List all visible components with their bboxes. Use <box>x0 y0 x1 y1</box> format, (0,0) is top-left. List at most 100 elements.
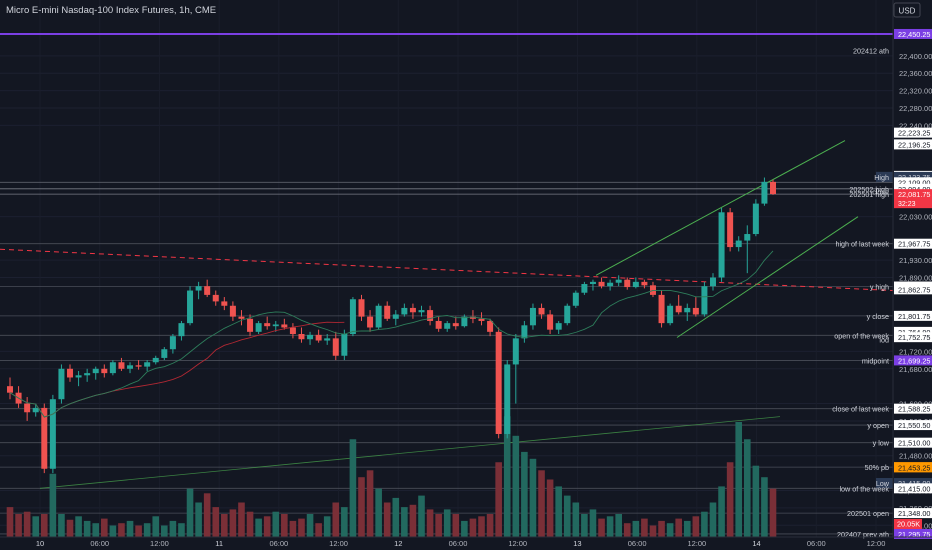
x-tick-label: 12:00 <box>867 539 886 548</box>
volume-bar <box>632 520 640 537</box>
volume-bar <box>289 520 297 537</box>
candle-body <box>684 307 691 313</box>
volume-bar <box>641 518 648 537</box>
x-tick-label: 10 <box>36 539 44 548</box>
moving-averages <box>9 250 774 418</box>
candle-body <box>75 375 82 378</box>
level-label: lod <box>879 336 889 345</box>
candle-body <box>264 323 271 327</box>
candle-body <box>667 305 674 324</box>
volume-bar <box>469 518 477 537</box>
candle-body <box>118 362 125 369</box>
candle-body <box>487 320 494 332</box>
level-label: 50% pb <box>865 463 889 472</box>
candle-body <box>701 286 708 315</box>
y-tick-label: 21,720.00 <box>899 347 932 356</box>
volume-bar <box>152 516 160 537</box>
candle-body <box>469 316 476 319</box>
x-tick-label: 11 <box>215 539 223 548</box>
volume-bar <box>66 519 74 537</box>
volume-bar <box>118 523 125 537</box>
volume-bar <box>349 439 357 537</box>
price-tag <box>894 508 932 519</box>
price-tag <box>894 183 932 194</box>
volume-bar <box>358 477 365 537</box>
price-tag <box>894 478 932 489</box>
candle-body <box>324 338 331 341</box>
candle-body <box>418 310 425 313</box>
volume-bar <box>486 514 494 537</box>
candle-body <box>555 323 562 330</box>
y-tick-label: 21,480.00 <box>899 452 932 461</box>
candle-body <box>332 338 339 356</box>
ma-green <box>9 250 774 418</box>
volume-bar <box>512 435 520 537</box>
x-tick-label: 06:00 <box>628 539 647 548</box>
level-label: 202501 high <box>849 190 889 199</box>
currency-button[interactable]: USD <box>893 2 921 18</box>
level-label: High <box>874 173 889 182</box>
volume-bar <box>49 473 57 537</box>
price-axis[interactable]: 22,400.00 22,360.00 22,320.00 22,280.00 22,2… <box>892 0 932 550</box>
price-tag-label: 21,752.75 <box>898 333 930 342</box>
volume-bar <box>246 511 254 537</box>
level-label: Low <box>876 479 890 488</box>
candle-body <box>127 365 134 369</box>
volume-bar <box>315 523 322 537</box>
candle-body <box>752 203 759 235</box>
candle-body <box>512 338 519 365</box>
volume-bar <box>186 488 194 537</box>
x-tick-label: 12 <box>394 539 402 548</box>
volume-bar <box>32 516 40 537</box>
volume-bar <box>75 516 82 537</box>
volume-bar <box>135 525 142 537</box>
channel-upper <box>595 140 846 276</box>
x-tick-label: 13 <box>573 539 581 548</box>
x-tick-label: 12:00 <box>150 539 169 548</box>
candle-body <box>49 399 56 469</box>
candle-body <box>247 318 254 332</box>
candle-body <box>607 282 614 287</box>
candle-body <box>272 324 279 327</box>
time-axis[interactable]: 10 06:00 12:00 11 06:00 12:00 12 06:00 12:00 13 06… <box>0 536 932 548</box>
candle-body <box>152 357 159 363</box>
candle-body <box>238 316 245 319</box>
volume-tag <box>894 519 922 529</box>
price-tag <box>894 420 932 431</box>
level-label: open of the week <box>834 331 889 340</box>
price-tag-label: 22,196.25 <box>898 140 930 149</box>
volume-bar <box>606 516 614 537</box>
volume-bar <box>735 422 743 537</box>
axis-background <box>893 0 932 550</box>
volume-bar <box>323 516 331 537</box>
price-tag-label: 21,415.00 <box>898 484 930 493</box>
candle-body <box>298 334 305 340</box>
countdown-label: 32:23 <box>898 201 916 208</box>
candle-body <box>727 212 734 248</box>
volume-bar <box>401 507 408 537</box>
volume-bar <box>718 486 725 537</box>
candle-body <box>529 307 536 326</box>
x-tick-label: 06:00 <box>90 539 109 548</box>
volume-bar <box>143 523 151 537</box>
candle-body <box>495 331 502 434</box>
x-tick-label: 12:00 <box>508 539 527 548</box>
grid <box>0 55 893 526</box>
volume-bar <box>272 511 280 537</box>
level-label: 202412 ath <box>853 47 889 56</box>
candle-body <box>341 334 348 356</box>
volume-bar <box>563 495 571 537</box>
candle-body <box>444 323 451 329</box>
candle-body <box>598 281 605 287</box>
candles <box>7 177 776 474</box>
candle-body <box>229 305 236 317</box>
channel-lower <box>676 216 859 338</box>
price-tag <box>894 310 932 321</box>
price-tag-label: 22,223.25 <box>898 129 930 138</box>
candle-body <box>212 294 219 302</box>
level-label: y open <box>867 421 889 430</box>
price-tag-label: 21,699.25 <box>898 356 930 365</box>
volume-bar <box>709 502 717 537</box>
